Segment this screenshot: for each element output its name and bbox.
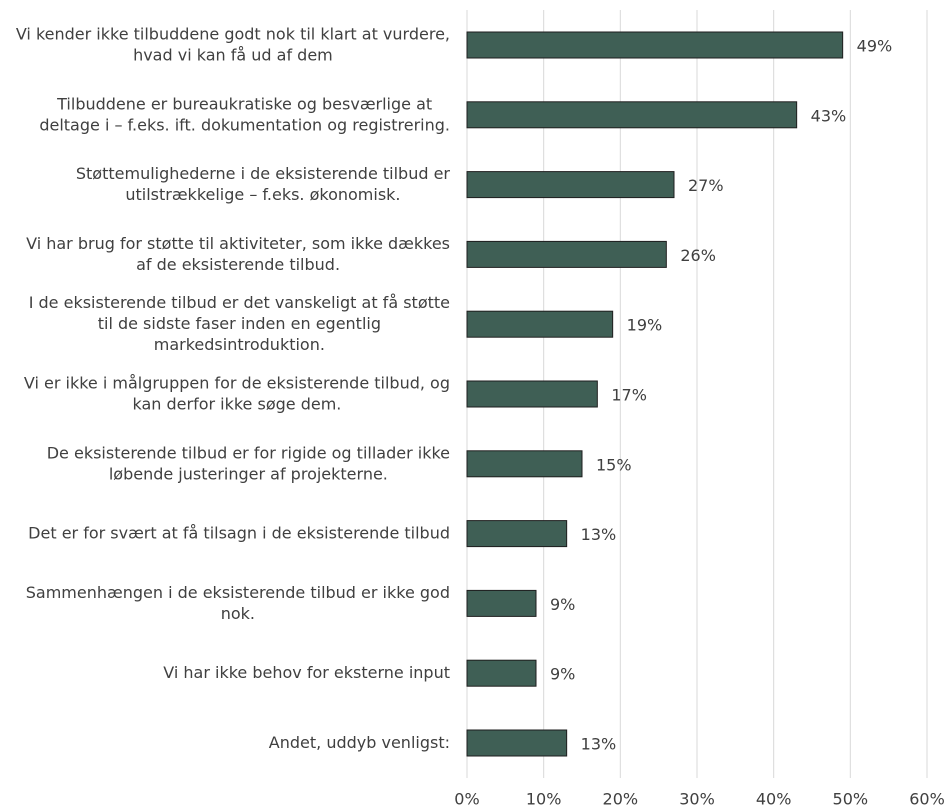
bar — [466, 729, 568, 757]
category-label: Vi kender ikke tilbuddene godt nok til k… — [16, 24, 450, 64]
value-label: 27% — [688, 176, 724, 195]
bar — [466, 31, 844, 59]
x-tick-label: 60% — [909, 790, 945, 809]
value-label: 15% — [596, 455, 632, 474]
bar — [466, 101, 798, 129]
value-label: 9% — [550, 665, 575, 684]
value-label: 19% — [627, 316, 663, 335]
category-label: I de eksisterende tilbud er det vanskeli… — [29, 293, 450, 354]
x-tick-label: 0% — [454, 790, 479, 809]
bar — [466, 450, 583, 478]
category-label: Støttemulighederne i de eksisterende til… — [76, 164, 451, 204]
x-tick-label: 10% — [526, 790, 562, 809]
bar — [466, 520, 568, 548]
bar — [466, 310, 614, 338]
x-tick-label: 20% — [603, 790, 639, 809]
category-label: Sammenhængen i de eksisterende tilbud er… — [26, 582, 450, 622]
value-label: 49% — [857, 37, 893, 56]
bar — [466, 171, 675, 199]
value-label: 17% — [611, 386, 647, 405]
bar — [466, 240, 667, 268]
x-tick-label: 30% — [679, 790, 715, 809]
value-label: 26% — [680, 246, 716, 265]
bar — [466, 380, 598, 408]
value-label: 43% — [811, 106, 847, 125]
value-label: 9% — [550, 595, 575, 614]
category-label: Det er for svært at få tilsagn i de eksi… — [28, 523, 450, 542]
category-label: Andet, uddyb venligst: — [269, 733, 450, 752]
bar — [466, 589, 537, 617]
x-tick-label: 40% — [756, 790, 792, 809]
category-label: Vi har brug for støtte til aktiviteter, … — [26, 233, 450, 273]
bar — [466, 659, 537, 687]
category-label: Vi er ikke i målgruppen for de eksistere… — [24, 373, 450, 413]
value-label: 13% — [581, 525, 617, 544]
value-label: 13% — [581, 735, 617, 754]
category-label: Tilbuddene er bureaukratiske og besværli… — [39, 94, 450, 134]
x-tick-label: 50% — [833, 790, 869, 809]
category-label: Vi har ikke behov for eksterne input — [163, 663, 450, 682]
category-label: De eksisterende tilbud er for rigide og … — [47, 443, 450, 483]
